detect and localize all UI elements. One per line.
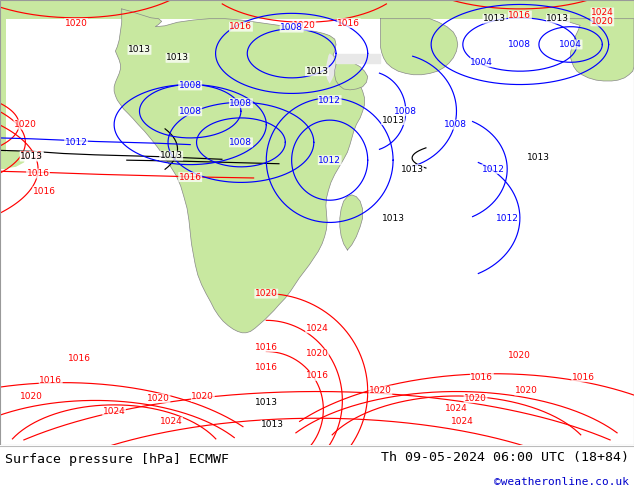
Text: 1024: 1024	[306, 324, 328, 333]
Text: 1004: 1004	[559, 40, 582, 49]
Text: 1016: 1016	[508, 11, 531, 20]
Text: 1008: 1008	[179, 107, 202, 116]
Text: 1020: 1020	[191, 392, 214, 401]
Text: 1016: 1016	[572, 373, 595, 382]
Text: 1016: 1016	[230, 22, 252, 31]
Text: 1020: 1020	[515, 386, 538, 395]
Text: 1013: 1013	[401, 165, 424, 173]
Text: 1013: 1013	[547, 14, 569, 23]
Text: 1024: 1024	[103, 407, 126, 416]
Text: 1013: 1013	[306, 67, 328, 75]
Text: 1020: 1020	[369, 386, 392, 395]
Text: 1012: 1012	[482, 165, 505, 173]
Text: 1013: 1013	[166, 53, 189, 62]
Text: 1024: 1024	[160, 417, 183, 426]
Text: 1020: 1020	[306, 349, 328, 358]
Text: 1013: 1013	[483, 14, 506, 23]
Polygon shape	[0, 0, 6, 169]
Text: 1008: 1008	[230, 138, 252, 147]
Polygon shape	[0, 150, 25, 169]
Text: 1020: 1020	[464, 393, 487, 403]
Text: 1008: 1008	[179, 81, 202, 90]
Text: 1024: 1024	[451, 417, 474, 426]
Text: 1016: 1016	[68, 354, 91, 363]
Text: 1020: 1020	[65, 19, 87, 27]
Text: 1016: 1016	[39, 376, 62, 385]
Polygon shape	[0, 0, 634, 19]
Text: ©weatheronline.co.uk: ©weatheronline.co.uk	[494, 477, 629, 487]
Text: 1016: 1016	[179, 172, 202, 182]
Text: 1012: 1012	[318, 96, 341, 104]
Text: 1024: 1024	[445, 404, 468, 413]
Text: 1013: 1013	[261, 420, 284, 429]
Text: 1016: 1016	[337, 19, 360, 27]
Polygon shape	[336, 54, 380, 63]
Text: 1012: 1012	[65, 138, 87, 147]
Text: 1008: 1008	[444, 120, 467, 129]
Text: 1008: 1008	[280, 23, 303, 32]
Text: 1024: 1024	[591, 8, 614, 17]
Polygon shape	[380, 19, 458, 75]
Text: 1013: 1013	[527, 153, 550, 163]
Text: Surface pressure [hPa] ECMWF: Surface pressure [hPa] ECMWF	[5, 453, 229, 466]
Text: 1008: 1008	[230, 98, 252, 108]
Polygon shape	[326, 53, 336, 84]
Polygon shape	[335, 58, 368, 90]
Text: 1004: 1004	[470, 58, 493, 67]
Text: 1016: 1016	[20, 151, 43, 160]
Text: 1016: 1016	[306, 371, 328, 380]
Text: 1013: 1013	[160, 151, 183, 160]
Polygon shape	[340, 195, 363, 250]
Text: 1016: 1016	[470, 373, 493, 382]
Text: 1020: 1020	[14, 120, 37, 129]
Text: Th 09-05-2024 06:00 UTC (18+84): Th 09-05-2024 06:00 UTC (18+84)	[381, 451, 629, 464]
Text: 1012: 1012	[496, 214, 519, 222]
Text: 1016: 1016	[33, 187, 56, 196]
Text: 1016: 1016	[255, 343, 278, 351]
Text: 1008: 1008	[394, 107, 417, 116]
Text: 1020: 1020	[591, 17, 614, 26]
Text: 1020: 1020	[255, 289, 278, 298]
Text: 1020: 1020	[508, 351, 531, 361]
Text: 1020: 1020	[147, 393, 170, 403]
Text: 1013: 1013	[382, 214, 404, 222]
Text: 1013: 1013	[255, 398, 278, 407]
Text: 1016: 1016	[27, 169, 49, 178]
Text: 1008: 1008	[508, 40, 531, 49]
Polygon shape	[558, 19, 634, 81]
Text: 1013: 1013	[128, 46, 151, 54]
Text: 1013: 1013	[20, 152, 43, 161]
Text: 1020: 1020	[20, 392, 43, 401]
Text: 1012: 1012	[318, 156, 341, 165]
Text: 1020: 1020	[293, 21, 316, 30]
Polygon shape	[114, 9, 365, 333]
Text: 1013: 1013	[382, 116, 404, 124]
Text: 1016: 1016	[255, 363, 278, 371]
